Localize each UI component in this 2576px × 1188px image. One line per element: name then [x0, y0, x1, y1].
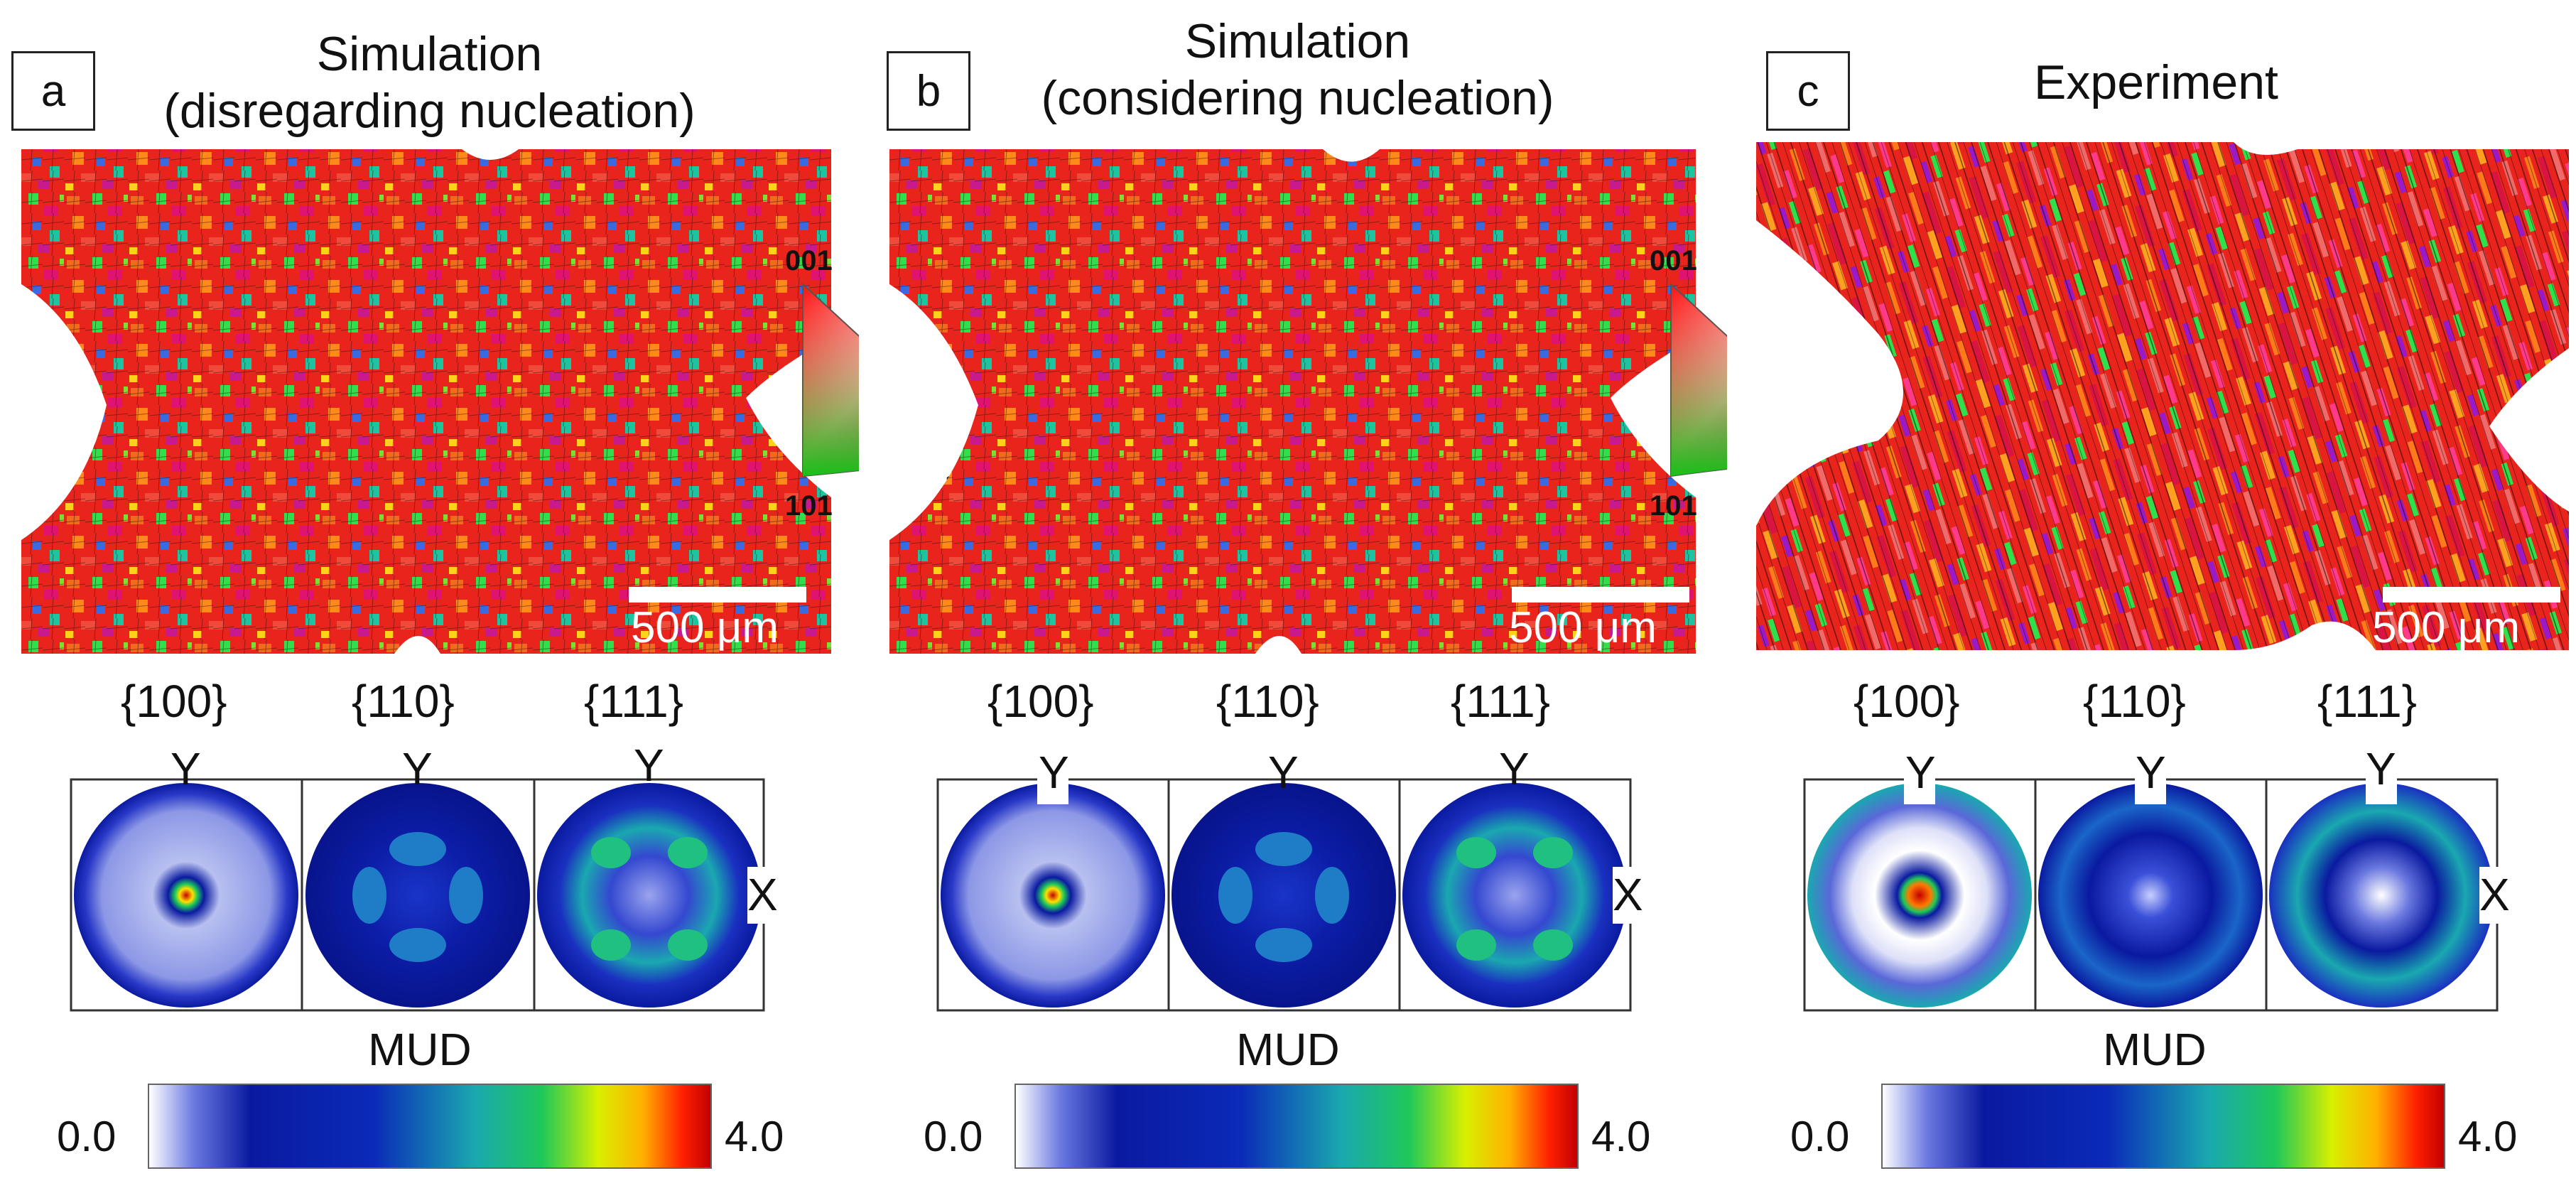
colorbar-min: 0.0 [57, 1113, 117, 1160]
pole-figure-100 [74, 783, 298, 1008]
axis-y-label: Y [1268, 747, 1299, 798]
panel-title-line2: (considering nucleation) [1041, 71, 1554, 125]
panel-c: c Experiment 500 μm {100} {110} {111} [1736, 0, 2576, 1188]
pole-figure-label: {100} [121, 676, 227, 727]
scale-label: 500 μm [631, 603, 779, 652]
scale-bar [629, 587, 806, 603]
pole-figure-111 [537, 783, 762, 1008]
pole-figure-label: {111} [584, 676, 684, 727]
pole-figure-label: {111} [2317, 676, 2418, 727]
colorbar-title: MUD [2103, 1024, 2207, 1075]
axis-y-label: Y [2366, 743, 2396, 794]
panel-letter: b [887, 51, 970, 131]
axis-y-label: Y [2136, 747, 2166, 798]
axis-y-label: Y [634, 740, 664, 791]
pole-figure-111 [1402, 783, 1627, 1008]
ebsd-orientation-map [21, 149, 859, 654]
scale-label: 500 μm [2372, 603, 2521, 652]
mud-colorbar [1881, 1084, 2445, 1169]
pole-figure-100 [1807, 783, 2032, 1008]
axis-y-label: Y [1499, 743, 1530, 794]
panel-b: b Simulation (considering nucleation) 00… [868, 0, 1727, 1188]
colorbar-max: 4.0 [2458, 1113, 2518, 1160]
axis-y-label: Y [1039, 747, 1069, 798]
colorbar-min: 0.0 [924, 1113, 983, 1160]
axis-x-label: X [1613, 869, 1643, 920]
panel-title-line1: Experiment [2034, 55, 2278, 109]
axis-y-label: Y [402, 743, 433, 794]
pole-figure-label: {110} [1216, 676, 1319, 727]
pole-figure-label: {110} [2083, 676, 2186, 727]
ipf-label-001: 001 [1650, 245, 1697, 276]
axis-y-label: Y [1905, 747, 1936, 798]
panel-letter: c [1766, 51, 1850, 131]
panel-a: a Simulation (disregarding nucleation) [0, 0, 989, 1188]
ebsd-orientation-map [889, 149, 1727, 654]
pole-figure-label: {110} [352, 676, 455, 727]
scale-label: 500 μm [1509, 603, 1657, 652]
pole-figure-100 [941, 783, 1165, 1008]
axis-x-label: X [2479, 869, 2510, 920]
panel-letter: a [11, 51, 95, 131]
pole-figure-110 [305, 783, 530, 1008]
panel-title-line1: Simulation [1184, 14, 1411, 68]
pole-figure-label: {100} [1853, 676, 1960, 727]
colorbar-title: MUD [368, 1024, 472, 1075]
mud-colorbar [148, 1084, 712, 1169]
colorbar-max: 4.0 [725, 1113, 784, 1160]
scale-bar [2383, 587, 2560, 603]
panel-title-line1: Simulation [316, 27, 543, 81]
colorbar-min: 0.0 [1790, 1113, 1850, 1160]
pole-figure-110 [1171, 783, 1396, 1008]
panel-title-line2: (disregarding nucleation) [163, 84, 696, 138]
axis-x-label: X [747, 869, 778, 920]
ipf-label-101: 101 [1650, 490, 1697, 522]
scale-bar [1512, 587, 1689, 603]
axis-y-label: Y [171, 743, 201, 794]
ebsd-orientation-map [1756, 142, 2569, 650]
mud-colorbar [1014, 1084, 1579, 1169]
pole-figure-label: {111} [1451, 676, 1551, 727]
pole-figure-111 [2269, 783, 2494, 1008]
pole-figure-110 [2038, 783, 2263, 1008]
pole-figure-label: {100} [987, 676, 1094, 727]
ipf-label-101: 101 [785, 490, 833, 522]
colorbar-max: 4.0 [1591, 1113, 1651, 1160]
ipf-label-001: 001 [785, 245, 833, 276]
colorbar-title: MUD [1236, 1024, 1340, 1075]
